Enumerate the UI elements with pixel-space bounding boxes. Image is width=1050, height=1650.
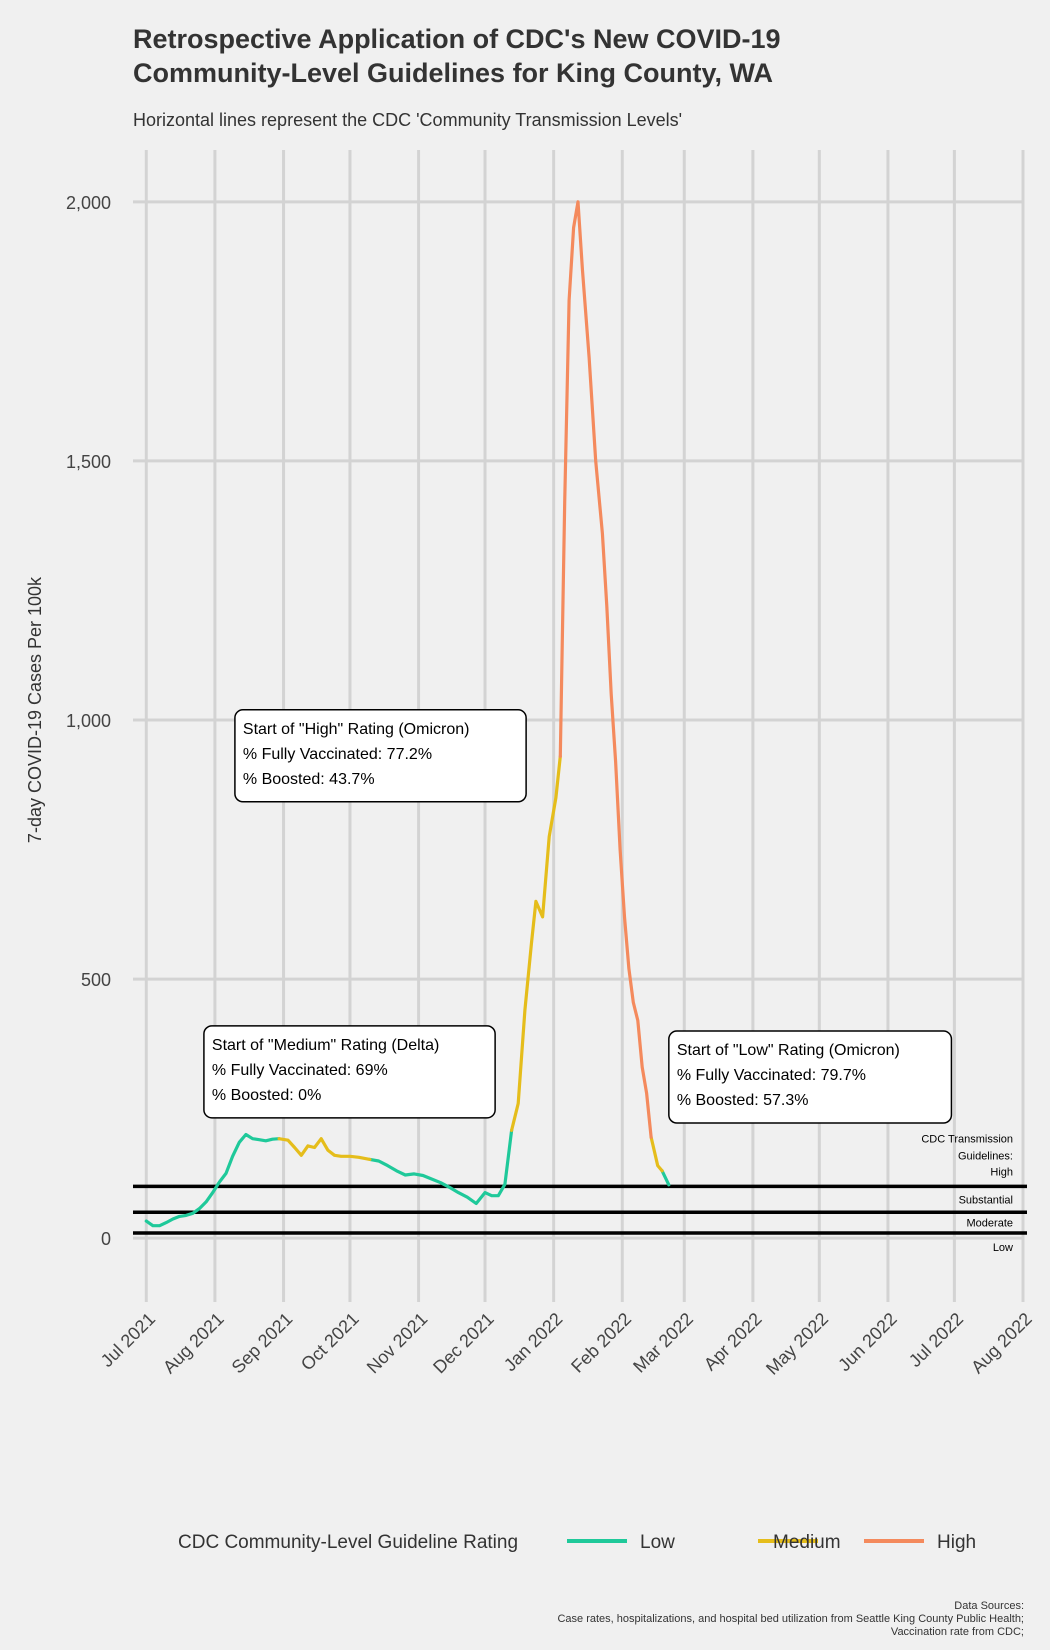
caption-line-2: Case rates, hospitalizations, and hospit…	[557, 1613, 1024, 1625]
caption-line-3: Vaccination rate from CDC;	[890, 1626, 1024, 1638]
annotation-text: Start of "Low" Rating (Omicron)	[677, 1042, 900, 1059]
reference-label-header: High	[990, 1166, 1013, 1178]
y-tick-label: 500	[81, 970, 111, 990]
y-tick-label: 1,500	[66, 452, 111, 472]
legend-label-low: Low	[640, 1532, 675, 1553]
series-line-high	[558, 200, 653, 1139]
reference-label-low: Low	[993, 1242, 1013, 1254]
series-line-medium	[510, 754, 562, 1132]
y-tick-label: 2,000	[66, 193, 111, 213]
x-tick-label: Jul 2022	[905, 1309, 967, 1371]
annotation-text: % Fully Vaccinated: 69%	[212, 1062, 388, 1079]
annotation-box-bg	[203, 1025, 496, 1119]
reference-label-header: Guidelines:	[958, 1150, 1013, 1162]
annotation-text: % Fully Vaccinated: 77.2%	[243, 746, 432, 763]
reference-label-substantial: Substantial	[959, 1194, 1013, 1206]
annotation-box-bg	[234, 709, 527, 803]
annotation-text: Start of "Medium" Rating (Delta)	[212, 1037, 439, 1054]
annotation-box: Start of "Medium" Rating (Delta) % Fully …	[203, 1025, 496, 1119]
y-tick-label: 1,000	[66, 711, 111, 731]
legend: CDC Community-Level Guideline Rating Low M…	[178, 1532, 976, 1553]
x-tick-label: Jun 2022	[834, 1309, 901, 1376]
annotation-box: Start of "Low" Rating (Omicron) % Fully V…	[668, 1030, 953, 1124]
x-tick-label: Mar 2022	[629, 1309, 697, 1377]
series-line-low	[368, 1128, 514, 1206]
x-tick-label: Nov 2021	[363, 1309, 432, 1378]
caption-line-1: Data Sources:	[954, 1600, 1024, 1612]
chart-title: Retrospective Application of CDC's New C…	[133, 22, 1013, 90]
x-tick-label: May 2022	[762, 1309, 832, 1379]
reference-label-header: CDC Transmission	[921, 1133, 1013, 1145]
x-tick-label: Aug 2021	[159, 1309, 228, 1378]
annotation-text: % Boosted: 43.7%	[243, 771, 375, 788]
title-line-1: Retrospective Application of CDC's New C…	[133, 24, 781, 54]
annotation-box-bg	[668, 1030, 953, 1124]
y-axis-label: 7-day COVID-19 Cases Per 100k	[25, 576, 45, 843]
y-tick-label: 0	[101, 1229, 111, 1249]
x-tick-label: Jul 2021	[97, 1309, 159, 1371]
legend-label-medium: Medium	[773, 1532, 841, 1553]
series-line-low	[144, 1132, 281, 1228]
x-tick-label: Jan 2022	[500, 1309, 567, 1376]
x-tick-label: Sep 2021	[228, 1309, 297, 1378]
annotation-text: % Boosted: 0%	[212, 1087, 321, 1104]
x-tick-label: Oct 2021	[297, 1309, 363, 1375]
series-line-medium	[649, 1135, 664, 1173]
series-line-medium	[277, 1137, 372, 1161]
reference-label-moderate: Moderate	[967, 1218, 1013, 1230]
legend-label-high: High	[937, 1532, 976, 1553]
title-line-2: Community-Level Guidelines for King Coun…	[133, 58, 774, 88]
annotation-text: % Fully Vaccinated: 79.7%	[677, 1067, 866, 1084]
x-tick-label: Dec 2021	[429, 1309, 498, 1378]
x-tick-label: Apr 2022	[700, 1309, 766, 1375]
x-tick-label: Feb 2022	[567, 1309, 635, 1377]
series-line-low	[660, 1169, 671, 1187]
annotation-box: Start of "High" Rating (Omicron) % Fully …	[234, 709, 527, 803]
chart-subtitle: Horizontal lines represent the CDC 'Comm…	[133, 110, 683, 130]
annotation-text: Start of "High" Rating (Omicron)	[243, 721, 470, 738]
annotation-text: % Boosted: 57.3%	[677, 1092, 809, 1109]
x-tick-label: Aug 2022	[967, 1309, 1036, 1378]
legend-title: CDC Community-Level Guideline Rating	[178, 1532, 518, 1553]
data-sources-caption: Data Sources: Case rates, hospitalizatio…	[557, 1600, 1024, 1639]
